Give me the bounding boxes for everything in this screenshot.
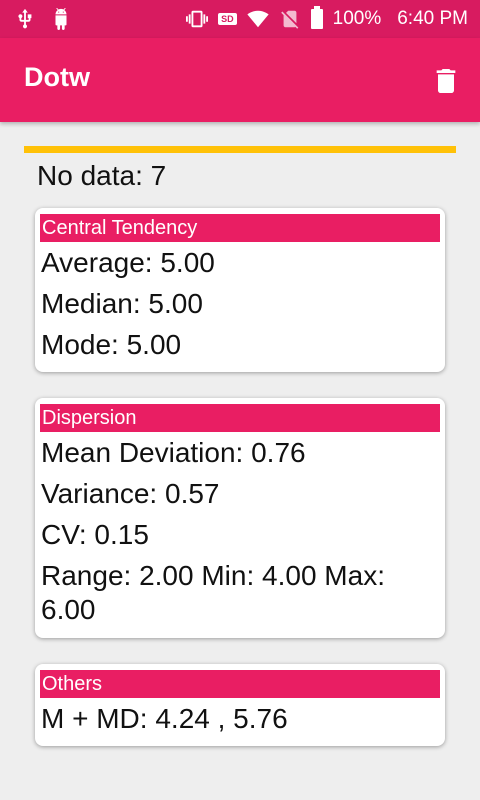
usb-icon bbox=[18, 8, 32, 29]
median-value: Median: 5.00 bbox=[41, 288, 203, 319]
dispersion-card: Dispersion Mean Deviation: 0.76 Variance… bbox=[35, 398, 445, 638]
card-header: Dispersion bbox=[40, 404, 440, 432]
range-value: Range: 2.00 Min: 4.00 Max: 6.00 bbox=[41, 560, 385, 625]
vibrate-icon bbox=[186, 10, 209, 28]
data-count: No data: 7 bbox=[37, 160, 167, 191]
card-header: Central Tendency bbox=[40, 214, 440, 242]
others-card: Others M + MD: 4.24 , 5.76 bbox=[35, 664, 445, 746]
clock: 6:40 PM bbox=[397, 8, 468, 29]
mean-deviation-value: Mean Deviation: 0.76 bbox=[41, 437, 306, 468]
card-header: Others bbox=[40, 670, 440, 698]
app-bar: Dotw bbox=[0, 38, 480, 122]
mode-value: Mode: 5.00 bbox=[41, 329, 182, 360]
delete-button[interactable] bbox=[430, 64, 462, 98]
battery-icon bbox=[310, 6, 323, 29]
status-bar: SD 100% 6:40 PM bbox=[0, 0, 480, 38]
trash-icon bbox=[436, 69, 456, 93]
wifi-icon bbox=[246, 10, 269, 28]
cv-value: CV: 0.15 bbox=[41, 519, 149, 550]
average-value: Average: 5.00 bbox=[41, 247, 215, 278]
no-sim-icon bbox=[280, 10, 298, 29]
sd-card-icon: SD bbox=[218, 13, 237, 25]
app-title: Dotw bbox=[24, 62, 90, 92]
system-icons: SD 100% 6:40 PM bbox=[186, 0, 468, 38]
m-md-value: M + MD: 4.24 , 5.76 bbox=[41, 703, 288, 734]
notification-icons bbox=[14, 8, 72, 30]
variance-value: Variance: 0.57 bbox=[41, 478, 220, 509]
battery-percentage: 100% bbox=[332, 8, 382, 29]
accent-divider bbox=[24, 146, 456, 153]
android-icon bbox=[55, 8, 67, 30]
central-tendency-card: Central Tendency Average: 5.00 Median: 5… bbox=[35, 208, 445, 372]
